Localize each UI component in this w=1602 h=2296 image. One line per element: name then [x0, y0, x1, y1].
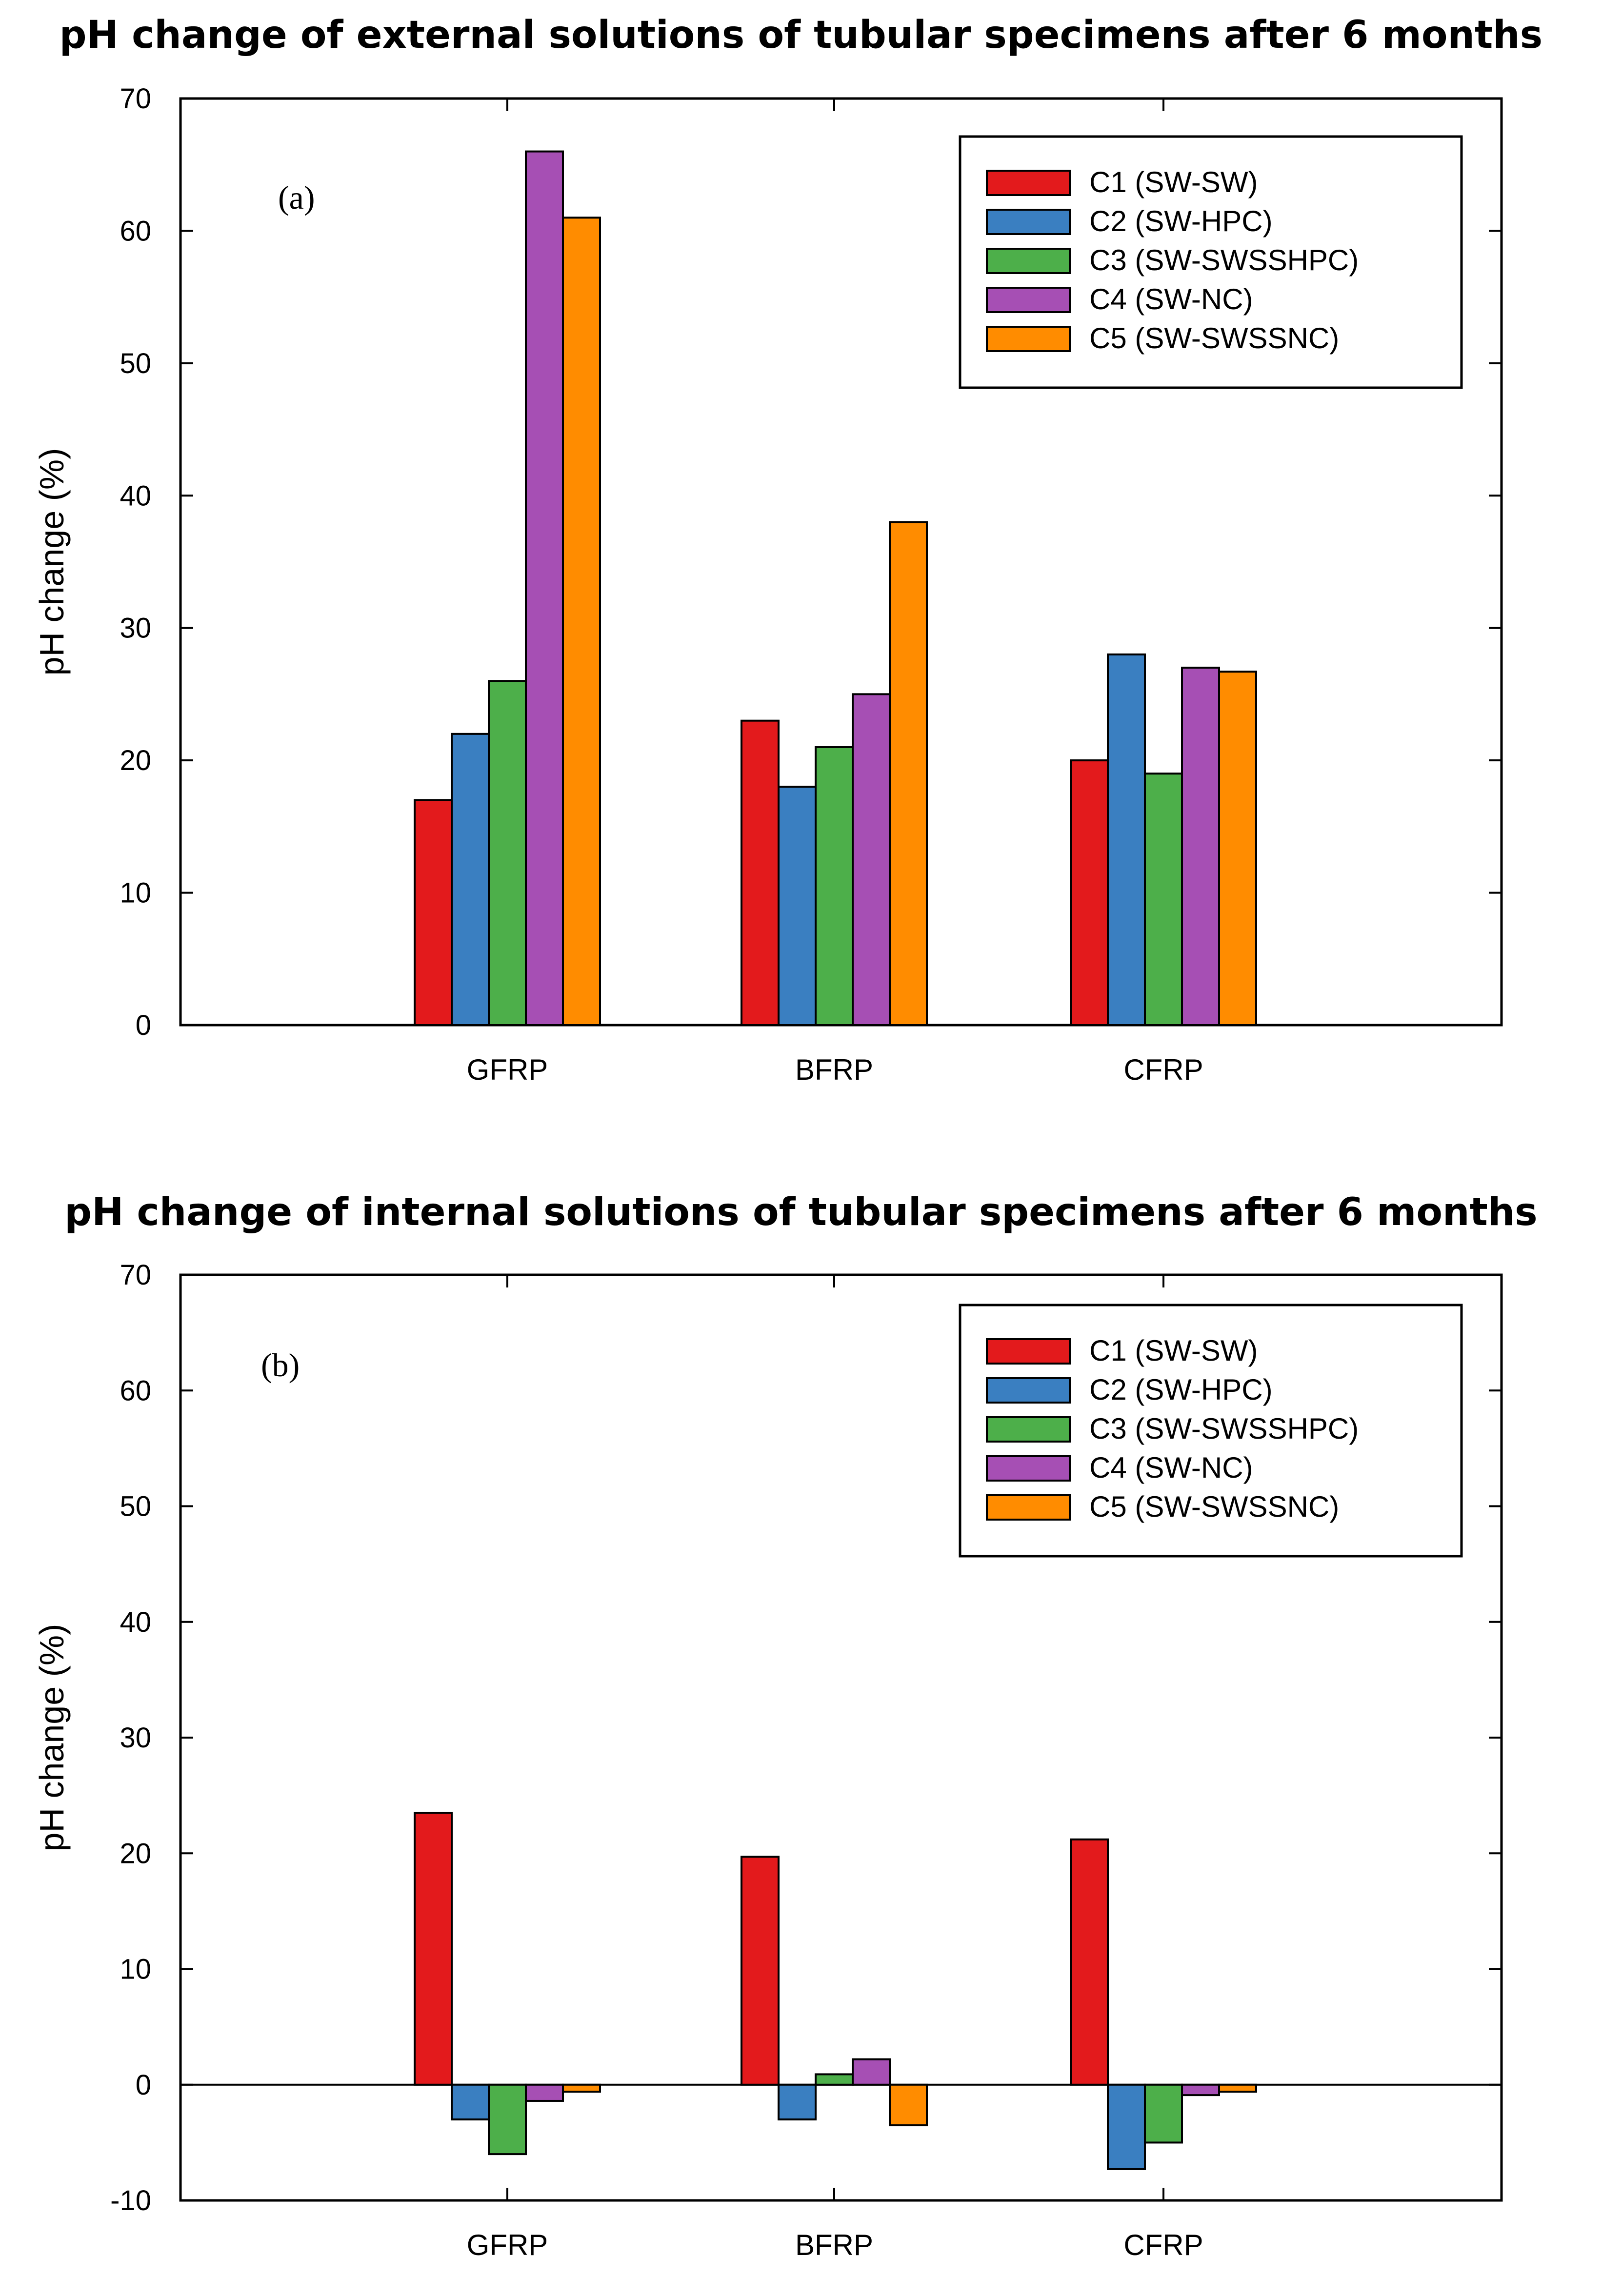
chart-a-group: pH change of external solutions of tubul…: [33, 13, 1542, 1086]
chart-b-legend-label-c4: C4 (SW-NC): [1089, 1451, 1253, 1484]
chart-a-bar-gfrp-c4: [525, 150, 564, 1027]
chart-a-panel-label: (a): [278, 179, 315, 216]
chart-b-bar-gfrp-c5: [562, 2083, 601, 2093]
chart-b-ytick-label: 60: [120, 1375, 151, 1406]
chart-b-legend-label-c5: C5 (SW-SWSSNC): [1089, 1490, 1339, 1523]
chart-a-legend-label-c3: C3 (SW-SWSSHPC): [1089, 244, 1359, 277]
chart-a-bar-bfrp-c4: [852, 693, 891, 1026]
chart-b-group: pH change of internal solutions of tubul…: [33, 1190, 1538, 2261]
chart-b-category-label: GFRP: [467, 2229, 548, 2261]
chart-b-legend-swatch-c4: [986, 1455, 1071, 1482]
chart-a-category-label: CFRP: [1123, 1053, 1203, 1086]
chart-b-category-label: CFRP: [1123, 2229, 1203, 2261]
chart-b-panel-label: (b): [261, 1346, 300, 1384]
chart-b-bar-bfrp-c2: [778, 2083, 817, 2120]
chart-b-ytick-label: 70: [120, 1259, 151, 1291]
chart-a-bar-gfrp-c5: [562, 217, 601, 1026]
chart-a-bar-cfrp-c2: [1107, 653, 1146, 1026]
chart-a-bar-gfrp-c3: [488, 680, 527, 1027]
chart-a-bar-bfrp-c3: [815, 746, 854, 1026]
chart-b-bar-gfrp-c2: [451, 2083, 490, 2120]
chart-a-bar-bfrp-c1: [741, 719, 780, 1026]
chart-a-title: pH change of external solutions of tubul…: [60, 13, 1542, 57]
chart-a-legend-swatch-c2: [986, 209, 1071, 235]
chart-a-legend-label-c1: C1 (SW-SW): [1089, 166, 1258, 198]
chart-b-ytick-label: -10: [110, 2185, 151, 2217]
chart-b-ytick-label: 0: [136, 2069, 151, 2101]
chart-b-bar-cfrp-c1: [1070, 1838, 1109, 2086]
chart-b-legend-label-c1: C1 (SW-SW): [1089, 1334, 1258, 1367]
chart-b-category-label: BFRP: [795, 2229, 873, 2261]
chart-a-y-axis-label: pH change (%): [33, 448, 71, 676]
chart-b-bar-bfrp-c4: [852, 2058, 891, 2086]
chart-b-bar-gfrp-c4: [525, 2083, 564, 2102]
chart-b-bar-bfrp-c1: [741, 1856, 780, 2086]
chart-b-ytick-label: 40: [120, 1606, 151, 1638]
chart-b-legend-label-c2: C2 (SW-HPC): [1089, 1373, 1273, 1406]
chart-a-bar-bfrp-c2: [778, 786, 817, 1027]
chart-a-bar-cfrp-c1: [1070, 759, 1109, 1026]
chart-a-legend-label-c2: C2 (SW-HPC): [1089, 205, 1273, 238]
chart-a-legend-swatch-c5: [986, 326, 1071, 352]
chart-a-ytick-label: 60: [120, 215, 151, 247]
chart-a-legend-label-c5: C5 (SW-SWSSNC): [1089, 322, 1339, 355]
chart-a-bar-cfrp-c5: [1218, 671, 1257, 1027]
chart-a-bar-gfrp-c1: [414, 799, 453, 1026]
chart-b-bar-cfrp-c3: [1144, 2083, 1183, 2144]
chart-a-legend-label-c4: C4 (SW-NC): [1089, 283, 1253, 316]
chart-a-category-label: BFRP: [795, 1053, 873, 1086]
chart-b-legend-label-c3: C3 (SW-SWSSHPC): [1089, 1412, 1359, 1445]
chart-a-category-label: GFRP: [467, 1053, 548, 1086]
chart-a-ytick-label: 10: [120, 877, 151, 909]
chart-a-legend-swatch-c4: [986, 287, 1071, 313]
chart-b-ytick-label: 10: [120, 1954, 151, 1985]
chart-a-bar-cfrp-c4: [1181, 667, 1220, 1026]
chart-b-legend-swatch-c2: [986, 1377, 1071, 1404]
chart-b-bar-bfrp-c3: [815, 2073, 854, 2086]
chart-b-legend-swatch-c3: [986, 1416, 1071, 1443]
chart-b-bar-cfrp-c4: [1181, 2083, 1220, 2097]
chart-b-bar-gfrp-c1: [414, 1812, 453, 2086]
chart-a-bar-gfrp-c2: [451, 732, 490, 1027]
chart-a-legend-swatch-c3: [986, 248, 1071, 274]
chart-a-legend-swatch-c1: [986, 170, 1071, 196]
chart-a-ytick-label: 30: [120, 613, 151, 644]
chart-b-ytick-label: 30: [120, 1722, 151, 1754]
chart-b-legend-swatch-c5: [986, 1494, 1071, 1521]
chart-b-legend-swatch-c1: [986, 1338, 1071, 1365]
chart-a-ytick-label: 0: [136, 1009, 151, 1041]
chart-b-bar-cfrp-c5: [1218, 2083, 1257, 2093]
chart-a-ytick-label: 50: [120, 348, 151, 379]
chart-b-bar-cfrp-c2: [1107, 2083, 1146, 2170]
chart-a-bar-bfrp-c5: [889, 521, 928, 1026]
chart-a-ytick-label: 40: [120, 480, 151, 512]
chart-b-bar-gfrp-c3: [488, 2083, 527, 2156]
chart-b-title: pH change of internal solutions of tubul…: [64, 1190, 1537, 1234]
chart-b-y-axis-label: pH change (%): [33, 1624, 71, 1852]
chart-a-bar-cfrp-c3: [1144, 772, 1183, 1027]
chart-b-ytick-label: 50: [120, 1491, 151, 1523]
chart-b-ytick-label: 20: [120, 1838, 151, 1869]
chart-b-bar-bfrp-c5: [889, 2083, 928, 2126]
chart-a-ytick-label: 20: [120, 745, 151, 776]
chart-a-ytick-label: 70: [120, 83, 151, 115]
